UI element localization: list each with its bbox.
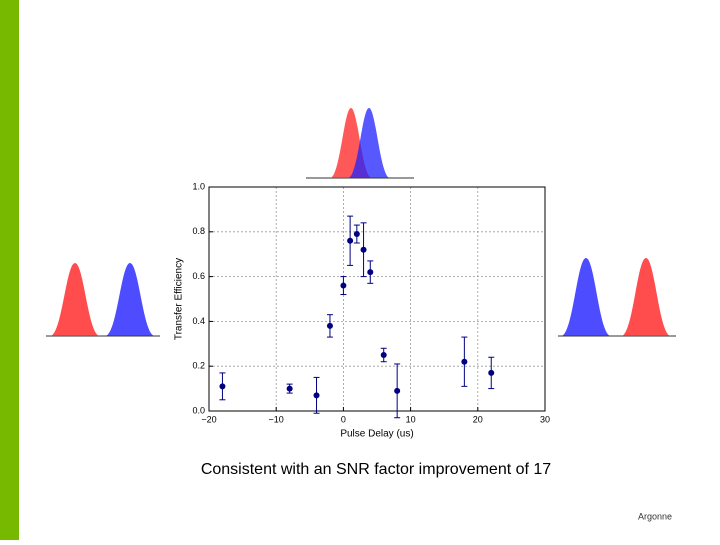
y-tick-label: 0.8 [192, 226, 205, 236]
x-tick-label: −10 [269, 414, 284, 424]
point [313, 392, 320, 399]
x-tick-label: 10 [406, 414, 416, 424]
point [340, 282, 347, 289]
x-tick-label: 20 [473, 414, 483, 424]
y-tick-label: 1.0 [192, 181, 205, 191]
x-axis-label: Pulse Delay (us) [340, 429, 413, 440]
caption: Consistent with an SNR factor improvemen… [201, 461, 551, 478]
x-tick-label: 0 [341, 414, 346, 424]
plot-frame [208, 186, 546, 412]
point [286, 385, 293, 392]
plot: −20 −10 0 10 20 30 0.0 0.2 0.4 0.6 0.8 1.0 [192, 181, 550, 424]
point [394, 387, 401, 394]
point [353, 231, 360, 238]
pulse-right [558, 258, 676, 337]
y-tick-label: 0.6 [192, 271, 205, 281]
y-axis-label: Transfer Efficiency [174, 258, 185, 340]
pulse-left [46, 263, 160, 337]
pulse-top [306, 108, 414, 179]
point [360, 246, 367, 253]
point [380, 352, 387, 358]
point [326, 322, 333, 329]
logo: Argonne [638, 511, 672, 521]
point [219, 383, 226, 390]
x-tick-label: −20 [201, 414, 216, 424]
y-tick-label: 0.0 [192, 405, 205, 415]
x-tick-label: 30 [540, 414, 550, 424]
point [461, 358, 468, 365]
point [367, 269, 374, 276]
y-tick-label: 0.4 [192, 316, 205, 326]
point [488, 369, 495, 376]
accent-bar [0, 0, 19, 540]
y-tick-label: 0.2 [192, 361, 205, 371]
point [347, 237, 354, 244]
